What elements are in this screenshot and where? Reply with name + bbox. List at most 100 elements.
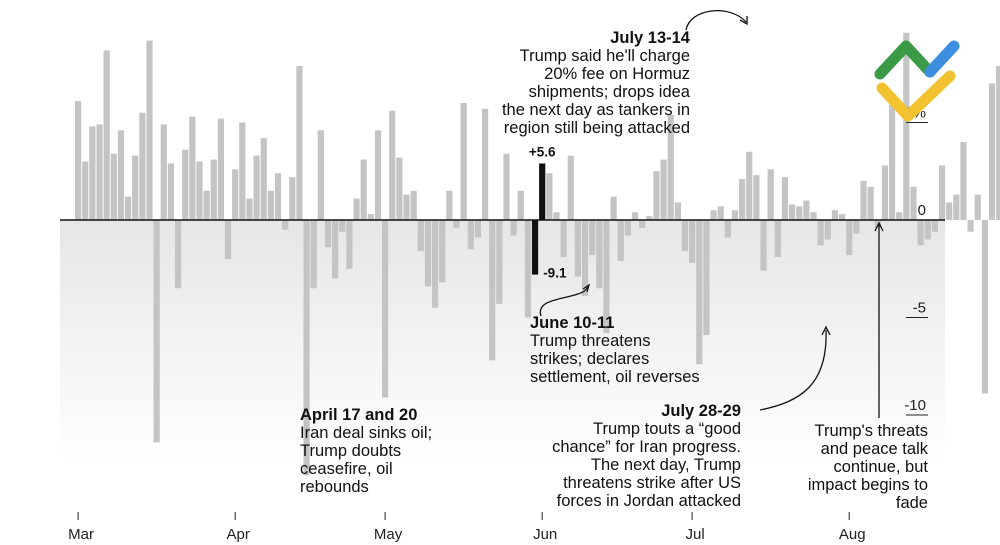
- bar: [703, 220, 710, 336]
- connector-july28: [759, 329, 827, 411]
- arrowhead-june: [582, 283, 591, 293]
- bar: [624, 220, 631, 236]
- bar: [796, 206, 803, 220]
- bar: [938, 165, 946, 220]
- bar: [946, 202, 953, 220]
- bar: [739, 179, 746, 220]
- bar: [917, 220, 924, 246]
- annotation-july28-line: The next day, Trump: [590, 456, 741, 474]
- annotation-july28-line: threatens strike after US: [563, 474, 741, 492]
- x-tick-label: Mar: [68, 526, 94, 543]
- bar: [667, 114, 674, 220]
- highlight-labels: -9.1+5.6+1.8-2.9+9.6+7.9-4.8: [529, 144, 567, 280]
- bar: [888, 104, 896, 220]
- bar: [389, 110, 396, 220]
- bar: [817, 220, 824, 246]
- bar: [517, 190, 524, 220]
- bar: [631, 212, 639, 220]
- annotation-fade-line: and peace talk: [820, 440, 928, 458]
- bar: [89, 126, 96, 220]
- bar: [896, 212, 903, 220]
- bar: [496, 220, 503, 304]
- connector-june: [539, 286, 589, 317]
- bar: [560, 220, 567, 258]
- bar: [474, 220, 482, 238]
- bar: [467, 220, 474, 250]
- annotation-fade-line: impact begins to: [807, 476, 928, 494]
- bar: [460, 103, 467, 220]
- annotation-june-line: Trump threatens: [530, 332, 651, 350]
- bar: [210, 159, 217, 220]
- connector-july13: [685, 10, 747, 31]
- bar: [167, 163, 175, 220]
- x-tick-label: Jun: [533, 526, 557, 543]
- brand-logo-icon: [874, 40, 960, 122]
- highlight-bar: [531, 220, 539, 275]
- annotation-april-line: rebounds: [300, 478, 369, 496]
- bar: [581, 220, 589, 297]
- arrowhead-july28: [821, 325, 831, 336]
- bar: [824, 220, 831, 240]
- annotation-connectors: [539, 10, 884, 418]
- annotation-june-title: June 10-11: [530, 314, 615, 332]
- bar: [546, 173, 553, 220]
- annotation-june-line: settlement, oil reverses: [530, 368, 700, 386]
- bar: [139, 112, 146, 220]
- annotation-april-line: ceasefire, oil: [300, 460, 393, 478]
- bar: [903, 32, 910, 220]
- bar: [432, 220, 439, 308]
- annotation-fade-line: Trump's threats: [814, 422, 929, 440]
- bar: [924, 220, 931, 240]
- annotation-april-line: Iran deal sinks oil;: [300, 424, 433, 442]
- bar: [75, 101, 82, 220]
- bar: [217, 118, 224, 220]
- bar: [296, 65, 303, 220]
- annotation-july28-line: Trump touts a “good: [593, 420, 741, 438]
- bar: [781, 177, 789, 220]
- y-tick-label: -5: [913, 300, 926, 317]
- bar: [753, 175, 760, 220]
- logo-yellow-stroke: [876, 70, 956, 122]
- bar: [489, 220, 496, 361]
- bar: [403, 194, 410, 220]
- bar: [967, 220, 974, 232]
- bar: [953, 194, 960, 220]
- bar: [246, 198, 253, 220]
- bar: [981, 220, 988, 394]
- bar: [339, 220, 346, 232]
- annotation-fade: Trump's threats and peace talk continue,…: [808, 422, 928, 512]
- annotation-july28-line: forces in Jordan attacked: [556, 492, 741, 510]
- annotation-fade-line: continue, but: [833, 458, 929, 476]
- bar: [481, 108, 489, 220]
- bar: [610, 196, 617, 220]
- bar: [603, 220, 610, 334]
- bar: [724, 220, 731, 238]
- bar: [589, 220, 596, 256]
- y-tick-label: -10: [904, 397, 926, 414]
- bar: [382, 220, 389, 398]
- logo-blue-stroke: [924, 40, 960, 78]
- bar: [831, 210, 839, 220]
- bar: [846, 220, 853, 256]
- annotation-july28-title: July 28-29: [661, 402, 741, 420]
- bar: [646, 216, 653, 220]
- x-tick-label: Aug: [839, 526, 866, 543]
- bar: [453, 220, 460, 228]
- bar: [132, 155, 139, 220]
- bar: [767, 169, 774, 220]
- bar: [374, 130, 382, 220]
- bar: [860, 181, 867, 220]
- bar: [596, 220, 603, 289]
- bar: [410, 190, 417, 220]
- bar: [574, 220, 581, 277]
- arrowhead-july13: [739, 16, 748, 26]
- annotation-june-line: strikes; declares: [530, 350, 650, 368]
- bar: [224, 220, 232, 259]
- annotation-july13-line: Trump said he'll charge: [519, 47, 690, 65]
- bar: [289, 177, 296, 220]
- arrowhead-fade: [874, 221, 884, 232]
- bar: [931, 220, 938, 232]
- annotation-july28-line: chance” for Iran progress.: [552, 438, 741, 456]
- bar: [746, 151, 753, 220]
- bar: [639, 220, 646, 228]
